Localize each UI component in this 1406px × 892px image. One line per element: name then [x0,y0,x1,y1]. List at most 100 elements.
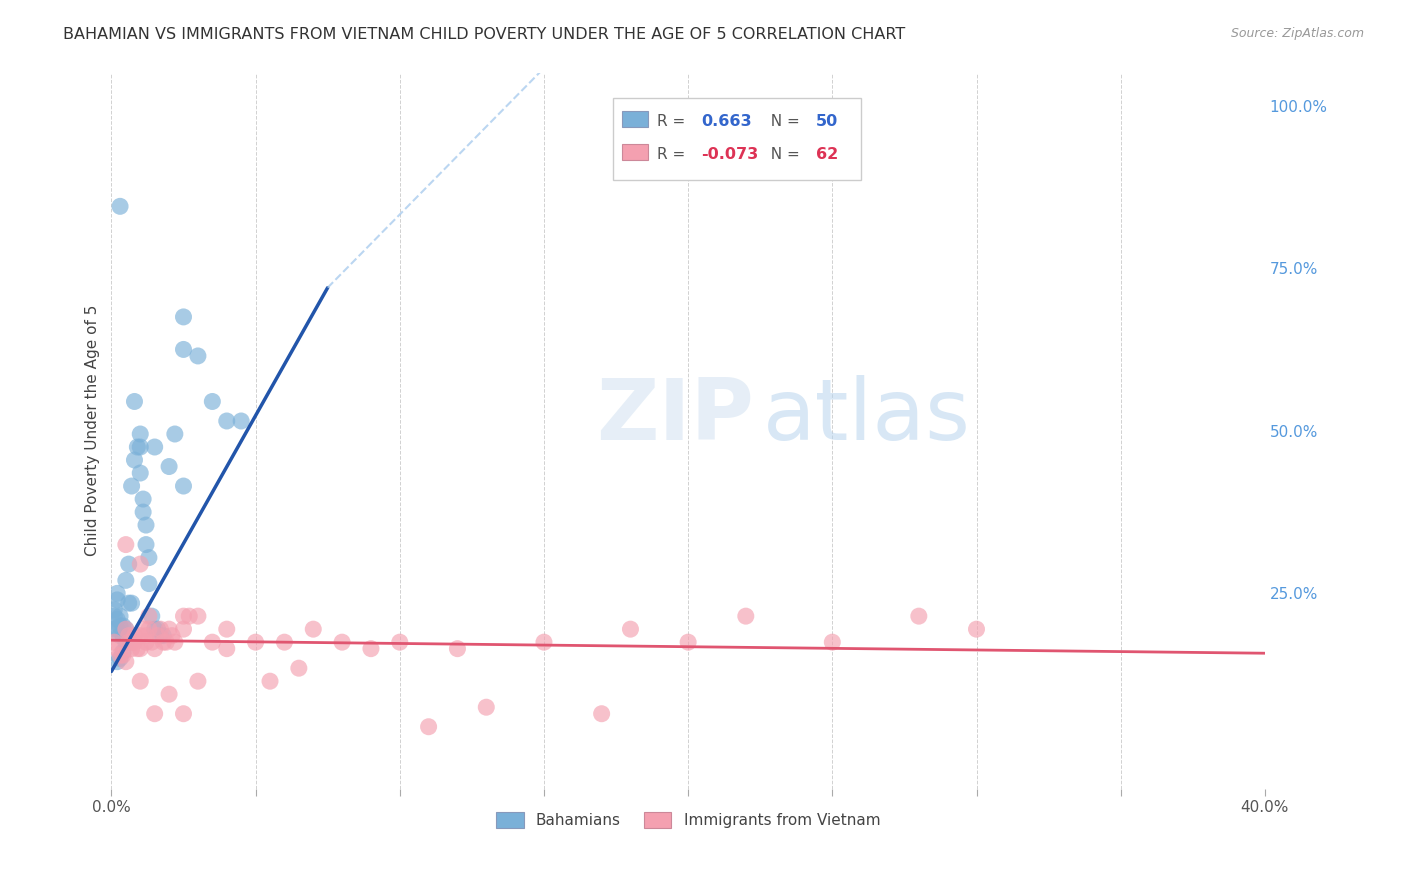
Point [231,414,253,428]
Legend: Bahamians, Immigrants from Vietnam: Bahamians, Immigrants from Vietnam [491,806,886,835]
Point [105,593,128,607]
Point [121,596,143,610]
Point [149,629,172,643]
Text: N =: N = [761,114,804,128]
Point [121,479,143,493]
Point [146,629,169,643]
Point [132,622,155,636]
Point [114,622,136,636]
Point [127,641,149,656]
Point [418,720,440,734]
Point [143,440,166,454]
Point [105,622,128,636]
Point [132,505,155,519]
Point [129,440,152,454]
Point [360,641,382,656]
Point [108,651,131,665]
Point [173,479,195,493]
Point [103,602,125,616]
Point [129,427,152,442]
Point [111,645,134,659]
Point [157,687,180,701]
Point [105,655,128,669]
Point [143,622,166,636]
Point [533,635,555,649]
Point [173,609,195,624]
Point [129,557,152,571]
Text: 50: 50 [815,114,838,128]
Point [143,641,166,656]
Point [619,622,641,636]
Point [127,440,149,454]
Point [124,453,146,467]
Point [908,609,931,624]
Point [105,612,128,626]
Point [215,414,238,428]
Bar [623,144,648,160]
Point [821,635,844,649]
Point [446,641,468,656]
Point [163,427,186,442]
Point [129,641,152,656]
Text: atlas: atlas [763,375,972,458]
Point [330,635,353,649]
Point [118,635,141,649]
Point [135,518,157,533]
Point [103,622,125,636]
Point [201,394,224,409]
Point [302,622,325,636]
Point [152,629,174,643]
Text: BAHAMIAN VS IMMIGRANTS FROM VIETNAM CHILD POVERTY UNDER THE AGE OF 5 CORRELATION: BAHAMIAN VS IMMIGRANTS FROM VIETNAM CHIL… [63,27,905,42]
Point [118,557,141,571]
Bar [623,111,648,127]
Point [138,576,160,591]
Point [173,706,195,721]
Point [111,648,134,663]
Point [108,609,131,624]
Text: 0.663: 0.663 [700,114,751,128]
Point [734,609,756,624]
Point [966,622,988,636]
Point [173,622,195,636]
Point [114,538,136,552]
Point [149,622,172,636]
Text: R =: R = [657,146,690,161]
Point [121,641,143,656]
Point [108,199,131,213]
Point [141,609,163,624]
Point [143,706,166,721]
Text: -0.073: -0.073 [700,146,758,161]
Point [114,574,136,588]
Point [129,466,152,480]
Point [215,622,238,636]
Point [152,635,174,649]
Point [138,550,160,565]
Point [388,635,411,649]
Point [138,622,160,636]
Point [215,641,238,656]
Point [288,661,311,675]
Point [187,674,209,689]
Point [157,622,180,636]
Y-axis label: Child Poverty Under the Age of 5: Child Poverty Under the Age of 5 [86,305,100,557]
Point [179,609,201,624]
Point [105,586,128,600]
Text: Source: ZipAtlas.com: Source: ZipAtlas.com [1230,27,1364,40]
Point [155,635,177,649]
Point [108,648,131,663]
Point [118,629,141,643]
Point [129,674,152,689]
Point [138,609,160,624]
Point [245,635,267,649]
Point [114,622,136,636]
Point [121,635,143,649]
Text: 62: 62 [815,146,838,161]
Point [187,349,209,363]
Point [259,674,281,689]
Point [273,635,295,649]
Point [135,635,157,649]
Point [114,635,136,649]
Point [108,619,131,633]
Point [475,700,498,714]
Point [676,635,699,649]
